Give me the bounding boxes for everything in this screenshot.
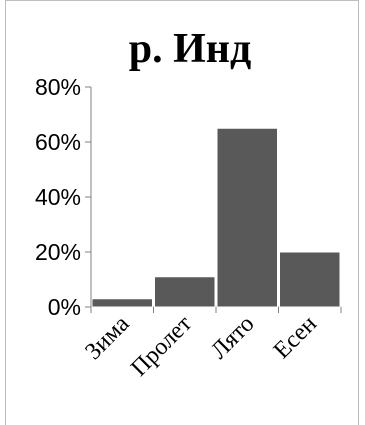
chart-frame <box>5 0 359 425</box>
y-tick-label: 40% <box>35 184 81 210</box>
y-tick-label: 80% <box>35 74 81 100</box>
chart-title: р. Инд <box>129 26 251 72</box>
bar-1 <box>91 298 153 308</box>
x-category-label: Зима <box>80 311 134 365</box>
bar-4 <box>279 251 341 308</box>
bar-2 <box>154 276 216 308</box>
y-tick-label: 60% <box>35 129 81 155</box>
y-tick-label: 0% <box>48 294 81 320</box>
x-category-label: Пролет <box>126 311 197 382</box>
y-tick-label: 20% <box>35 239 81 265</box>
x-category-label: Есен <box>269 311 322 364</box>
bar-3 <box>216 127 278 308</box>
x-category-label: Лято <box>206 311 259 364</box>
